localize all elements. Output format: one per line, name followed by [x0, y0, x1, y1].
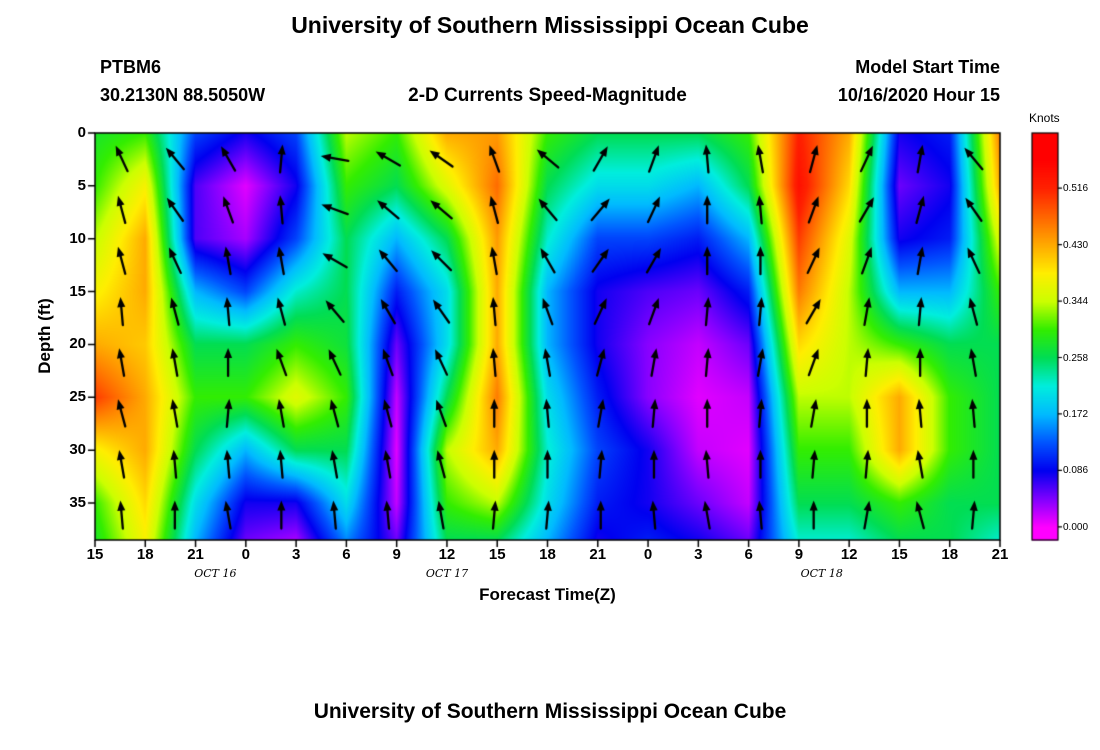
- x-tick-label: 3: [291, 546, 301, 563]
- x-tick-label: 6: [744, 546, 753, 563]
- x-tick-label: 0: [241, 546, 250, 563]
- x-tick-label: 15: [488, 546, 506, 563]
- x-date-label: OCT 18: [800, 567, 843, 580]
- y-tick-label: 10: [69, 229, 86, 247]
- x-tick-label: 9: [392, 546, 401, 563]
- x-date-label: OCT 17: [425, 567, 469, 580]
- x-tick-label: 0: [643, 546, 653, 563]
- x-tick-label: 15: [86, 546, 104, 563]
- colorbar-tick-label: 0.086: [1063, 465, 1089, 477]
- x-tick-label: 12: [840, 546, 858, 563]
- station-id: PTBM6: [100, 57, 162, 77]
- x-tick-label: 12: [438, 546, 456, 563]
- x-tick-label: 18: [539, 546, 556, 563]
- y-tick-label: 5: [77, 176, 86, 194]
- chart-subtitle: 2-D Currents Speed-Magnitude: [408, 85, 687, 106]
- x-tick-label: 21: [991, 546, 1009, 563]
- x-tick-label: 6: [342, 546, 351, 563]
- x-date-label: OCT 16: [194, 567, 237, 580]
- x-tick-label: 18: [941, 546, 959, 563]
- figure-title-bottom: University of Southern Mississippi Ocean…: [313, 700, 787, 723]
- x-tick-label: 3: [694, 546, 703, 563]
- x-tick-label: 15: [891, 546, 908, 563]
- x-axis-label: Forecast Time(Z): [479, 585, 616, 604]
- colorbar-tick-label: 0.000: [1063, 521, 1089, 533]
- figure-title-top: University of Southern Mississippi Ocean…: [291, 12, 809, 38]
- x-tick-label: 18: [136, 546, 154, 563]
- colorbar-tick-label: 0.344: [1063, 296, 1089, 308]
- colorbar-unit-label: Knots: [1029, 111, 1060, 125]
- y-tick-label: 35: [69, 494, 86, 511]
- y-tick-label: 25: [69, 388, 86, 406]
- y-tick-label: 20: [69, 335, 86, 353]
- colorbar-tick-label: 0.258: [1063, 352, 1089, 364]
- y-tick-label: 0: [77, 124, 86, 141]
- model-start-time-value: 10/16/2020 Hour 15: [837, 85, 1000, 105]
- colorbar-tick-label: 0.430: [1063, 239, 1089, 251]
- colorbar-tick-label: 0.172: [1063, 408, 1089, 420]
- x-tick-label: 9: [794, 546, 804, 563]
- y-tick-label: 30: [69, 441, 86, 459]
- x-tick-label: 21: [589, 546, 607, 563]
- colorbar-tick-label: 0.516: [1063, 183, 1089, 195]
- y-tick-label: 15: [69, 282, 86, 300]
- station-coordinates: 30.2130N 88.5050W: [100, 85, 266, 105]
- x-tick-label: 21: [187, 546, 204, 563]
- model-start-time-label: Model Start Time: [855, 57, 1000, 77]
